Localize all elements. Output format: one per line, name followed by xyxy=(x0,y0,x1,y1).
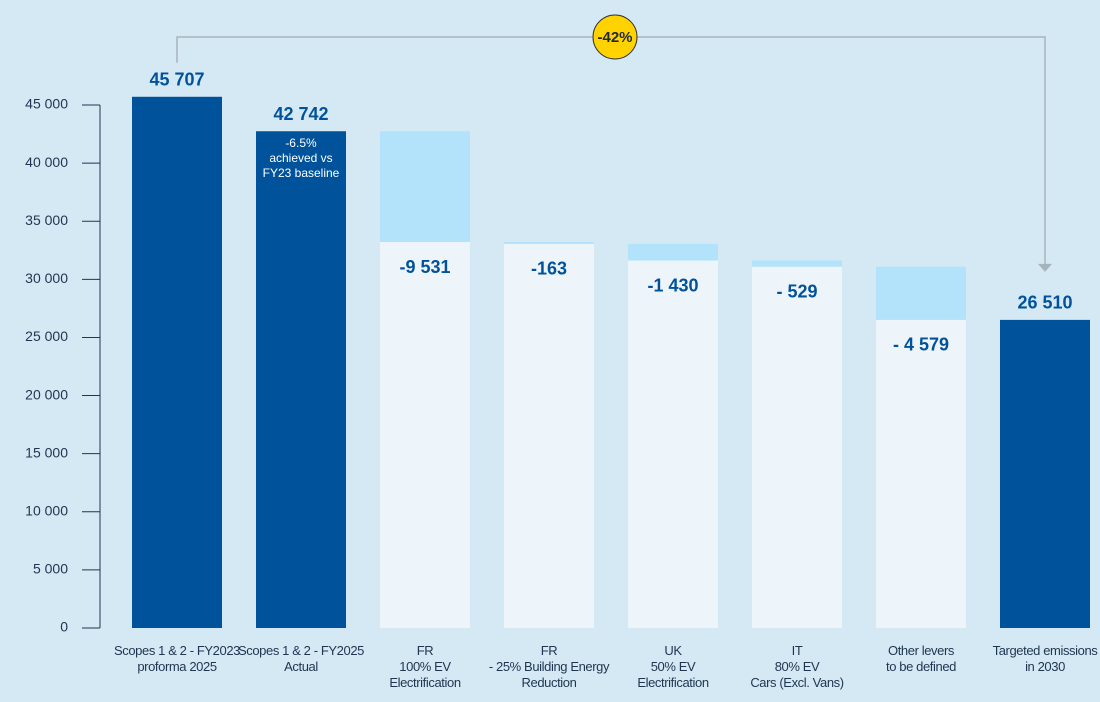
category-label: Scopes 1 & 2 - FY2023 proforma 2025 xyxy=(114,643,240,674)
category-label: FR - 25% Building Energy Reduction xyxy=(489,643,610,690)
y-tick-label: 30 000 xyxy=(25,270,68,286)
change-bar xyxy=(876,266,966,320)
value-label: 45 707 xyxy=(149,70,204,90)
bar xyxy=(132,96,222,629)
bar xyxy=(1000,319,1090,628)
change-bar xyxy=(380,131,470,243)
value-label: 26 510 xyxy=(1017,293,1072,313)
remaining-bar xyxy=(876,319,966,628)
change-bar xyxy=(628,243,718,261)
remaining-bar xyxy=(380,242,470,628)
y-tick-label: 40 000 xyxy=(25,154,68,170)
change-bar xyxy=(504,242,594,244)
value-label: - 4 579 xyxy=(893,335,949,355)
remaining-bar xyxy=(504,243,594,628)
y-tick-label: 10 000 xyxy=(25,502,68,518)
value-label: - 529 xyxy=(776,281,817,301)
category-label: UK 50% EV Electrification xyxy=(637,643,708,690)
value-label: -163 xyxy=(531,259,567,279)
bracket-arrow xyxy=(1038,263,1052,272)
category-label: FR 100% EV Electrification xyxy=(389,643,460,690)
category-label: IT 80% EV Cars (Excl. Vans) xyxy=(750,643,843,690)
y-tick-label: 5 000 xyxy=(33,561,68,577)
bar xyxy=(256,131,346,628)
y-tick-label: 0 xyxy=(60,619,68,635)
y-tick-label: 20 000 xyxy=(25,386,68,402)
bar-annotation: -6.5% achieved vs FY23 baseline xyxy=(263,136,340,180)
value-label: -1 430 xyxy=(647,275,698,295)
value-label: -9 531 xyxy=(399,257,450,277)
change-badge-label: -42% xyxy=(597,29,632,46)
remaining-bar xyxy=(752,266,842,628)
remaining-bar xyxy=(628,260,718,628)
category-label: Targeted emissions in 2030 xyxy=(993,643,1099,674)
category-label: Scopes 1 & 2 - FY2025 Actual xyxy=(238,643,364,674)
change-badge xyxy=(592,14,638,60)
value-label: 42 742 xyxy=(273,104,328,124)
y-tick-label: 45 000 xyxy=(25,96,68,112)
y-tick-label: 15 000 xyxy=(25,444,68,460)
category-label: Other levers to be defined xyxy=(886,643,956,674)
y-tick-label: 25 000 xyxy=(25,328,68,344)
y-tick-label: 35 000 xyxy=(25,212,68,228)
change-bar xyxy=(752,260,842,267)
